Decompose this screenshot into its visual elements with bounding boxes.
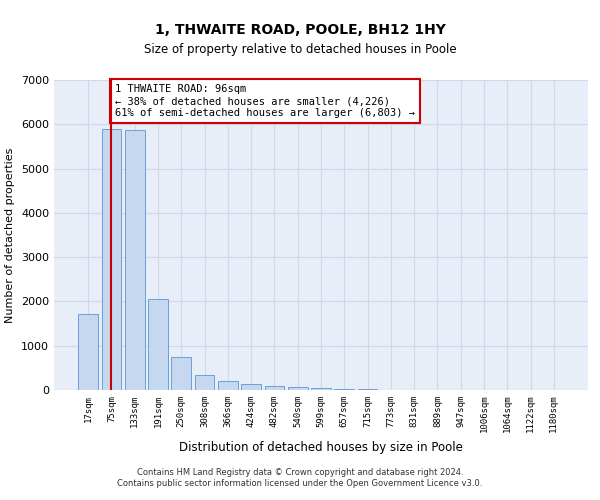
Bar	[148, 299, 168, 390]
Bar	[288, 387, 308, 390]
Bar	[172, 356, 191, 390]
Bar	[241, 384, 261, 390]
Text: 1, THWAITE ROAD, POOLE, BH12 1HY: 1, THWAITE ROAD, POOLE, BH12 1HY	[155, 22, 445, 36]
Text: 1 THWAITE ROAD: 96sqm
← 38% of detached houses are smaller (4,226)
61% of semi-d: 1 THWAITE ROAD: 96sqm ← 38% of detached …	[115, 84, 415, 117]
Bar	[218, 381, 238, 390]
X-axis label: Distribution of detached houses by size in Poole: Distribution of detached houses by size …	[179, 441, 463, 454]
Bar	[311, 388, 331, 390]
Bar	[101, 128, 121, 390]
Y-axis label: Number of detached properties: Number of detached properties	[5, 148, 16, 322]
Bar	[78, 314, 98, 390]
Bar	[125, 130, 145, 390]
Text: Size of property relative to detached houses in Poole: Size of property relative to detached ho…	[143, 42, 457, 56]
Bar	[194, 374, 214, 390]
Text: Contains HM Land Registry data © Crown copyright and database right 2024.
Contai: Contains HM Land Registry data © Crown c…	[118, 468, 482, 487]
Bar	[265, 386, 284, 390]
Bar	[334, 389, 354, 390]
